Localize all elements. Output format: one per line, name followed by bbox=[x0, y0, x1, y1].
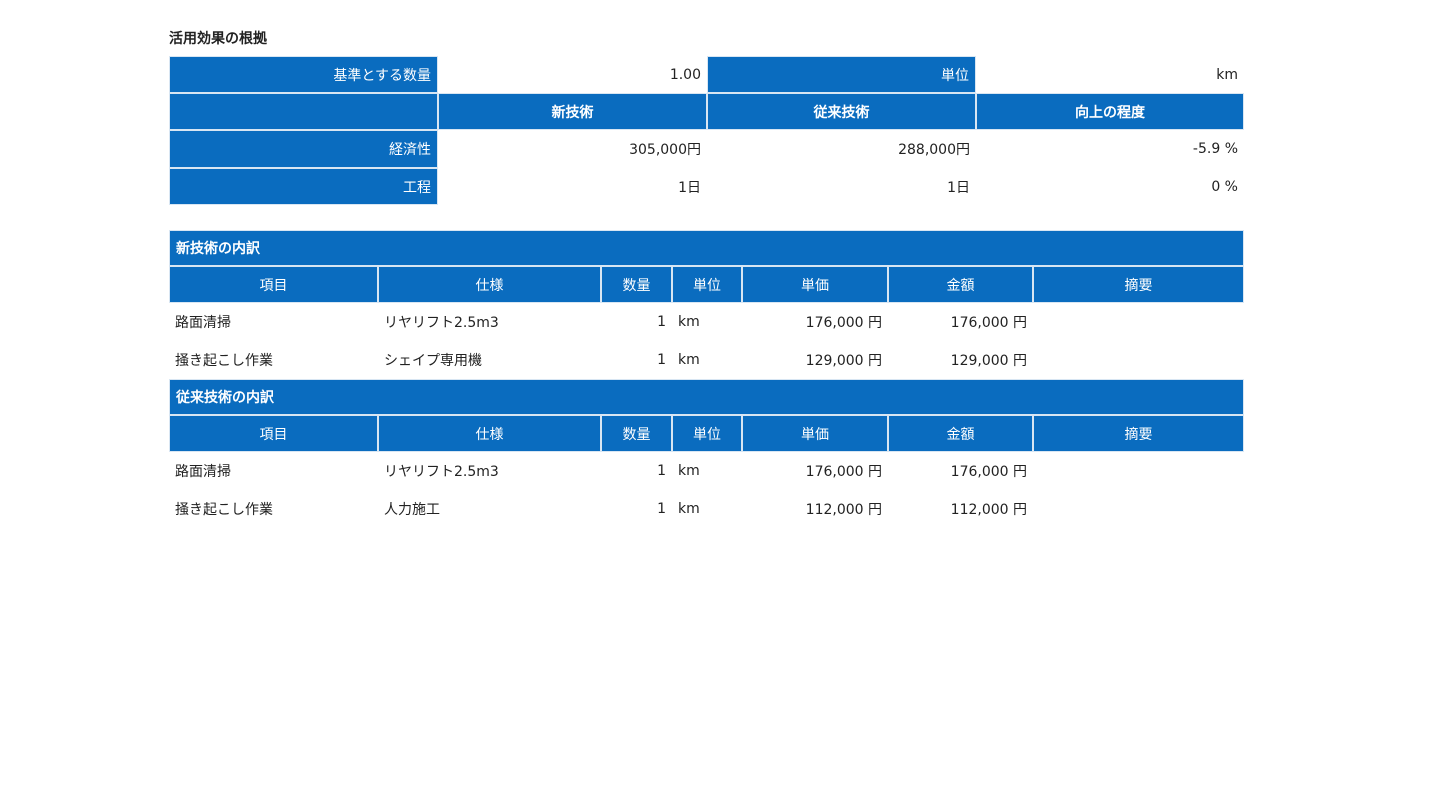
title: 活用効果の根拠 bbox=[169, 31, 267, 47]
header-cell: 項目 bbox=[169, 415, 378, 452]
data-cell: km bbox=[678, 501, 700, 517]
data-cell: 176,000 円 bbox=[950, 315, 1027, 331]
value-cell: 1.00 bbox=[669, 66, 701, 83]
data-cell: 掻き起こし作業 bbox=[175, 353, 273, 369]
header-cell: 摘要 bbox=[1033, 266, 1244, 303]
section-title: 従来技術の内訳 bbox=[169, 379, 1244, 415]
label-cell bbox=[169, 93, 438, 130]
data-cell: 176,000 円 bbox=[950, 464, 1027, 480]
data-cell: 129,000 円 bbox=[950, 353, 1027, 369]
data-cell: 路面清掃 bbox=[175, 464, 231, 480]
data-cell: リヤリフト2.5m3 bbox=[384, 315, 499, 331]
data-cell: 129,000 円 bbox=[805, 353, 882, 369]
data-cell: km bbox=[678, 352, 700, 368]
header-cell: 数量 bbox=[601, 415, 672, 452]
header-cell: 単価 bbox=[742, 266, 888, 303]
value-cell: 1日 bbox=[947, 179, 970, 196]
data-cell: 112,000 円 bbox=[805, 502, 882, 518]
data-cell: 1 bbox=[657, 501, 666, 517]
header-cell: 単位 bbox=[672, 415, 742, 452]
value-cell: 1日 bbox=[678, 179, 701, 196]
value-cell: 305,000円 bbox=[629, 142, 701, 158]
header-cell: 単価 bbox=[742, 415, 888, 452]
data-cell: 176,000 円 bbox=[805, 464, 882, 480]
header-cell: 従来技術 bbox=[707, 93, 976, 130]
header-cell: 仕様 bbox=[378, 266, 601, 303]
data-cell: 112,000 円 bbox=[950, 502, 1027, 518]
data-cell: 路面清掃 bbox=[175, 315, 231, 331]
value-cell: km bbox=[1216, 66, 1238, 83]
value-cell: -5.9 % bbox=[1192, 141, 1238, 157]
section-title: 新技術の内訳 bbox=[169, 230, 1244, 266]
data-cell: 1 bbox=[657, 314, 666, 330]
label-cell: 工程 bbox=[169, 168, 438, 205]
header-cell: 金額 bbox=[888, 266, 1033, 303]
header-cell: 仕様 bbox=[378, 415, 601, 452]
data-cell: 176,000 円 bbox=[805, 315, 882, 331]
data-cell: 掻き起こし作業 bbox=[175, 502, 273, 518]
data-cell: km bbox=[678, 314, 700, 330]
data-cell: 1 bbox=[657, 463, 666, 479]
value-cell: 288,000円 bbox=[898, 142, 970, 158]
header-cell: 向上の程度 bbox=[976, 93, 1244, 130]
label-cell: 単位 bbox=[707, 56, 976, 93]
data-cell: 1 bbox=[657, 352, 666, 368]
label-cell: 経済性 bbox=[169, 130, 438, 168]
label-cell: 基準とする数量 bbox=[169, 56, 438, 93]
header-cell: 数量 bbox=[601, 266, 672, 303]
header-cell: 新技術 bbox=[438, 93, 707, 130]
data-cell: km bbox=[678, 463, 700, 479]
header-cell: 項目 bbox=[169, 266, 378, 303]
header-cell: 単位 bbox=[672, 266, 742, 303]
header-cell: 摘要 bbox=[1033, 415, 1244, 452]
data-cell: 人力施工 bbox=[384, 502, 440, 518]
header-cell: 金額 bbox=[888, 415, 1033, 452]
data-cell: リヤリフト2.5m3 bbox=[384, 464, 499, 480]
value-cell: 0 % bbox=[1211, 178, 1238, 195]
data-cell: シェイプ専用機 bbox=[384, 353, 482, 369]
